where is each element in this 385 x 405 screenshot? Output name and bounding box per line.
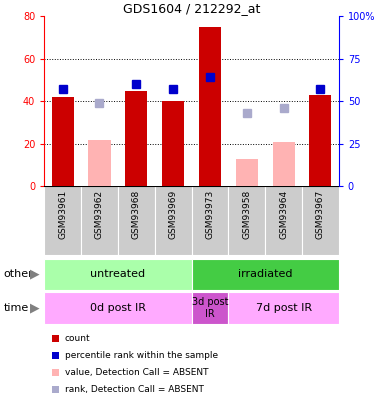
- Bar: [44, 292, 192, 324]
- Bar: [89, 139, 110, 186]
- Text: 0d post IR: 0d post IR: [90, 303, 146, 313]
- Bar: [44, 186, 81, 255]
- Text: ▶: ▶: [30, 301, 39, 314]
- Text: 3d post
IR: 3d post IR: [192, 297, 228, 319]
- Text: 7d post IR: 7d post IR: [256, 303, 311, 313]
- Title: GDS1604 / 212292_at: GDS1604 / 212292_at: [123, 2, 260, 15]
- Bar: [310, 95, 331, 186]
- Bar: [155, 186, 192, 255]
- Bar: [273, 142, 295, 186]
- Bar: [162, 101, 184, 186]
- Text: GSM93962: GSM93962: [95, 190, 104, 239]
- Bar: [118, 186, 155, 255]
- Bar: [192, 292, 228, 324]
- Text: value, Detection Call = ABSENT: value, Detection Call = ABSENT: [65, 368, 208, 377]
- Text: GSM93969: GSM93969: [169, 190, 177, 239]
- Text: GSM93964: GSM93964: [279, 190, 288, 239]
- Text: count: count: [65, 334, 90, 343]
- Text: percentile rank within the sample: percentile rank within the sample: [65, 351, 218, 360]
- Bar: [236, 159, 258, 186]
- Bar: [228, 186, 265, 255]
- Text: ▶: ▶: [30, 268, 39, 281]
- Bar: [302, 186, 339, 255]
- Text: GSM93967: GSM93967: [316, 190, 325, 239]
- Text: rank, Detection Call = ABSENT: rank, Detection Call = ABSENT: [65, 385, 204, 394]
- Text: GSM93958: GSM93958: [242, 190, 251, 239]
- Bar: [192, 259, 339, 290]
- Text: GSM93968: GSM93968: [132, 190, 141, 239]
- Text: GSM93973: GSM93973: [206, 190, 214, 239]
- Text: GSM93961: GSM93961: [58, 190, 67, 239]
- Bar: [52, 97, 74, 186]
- Bar: [44, 259, 192, 290]
- Bar: [228, 292, 339, 324]
- Bar: [81, 186, 118, 255]
- Text: other: other: [4, 269, 33, 279]
- Text: irradiated: irradiated: [238, 269, 293, 279]
- Bar: [125, 91, 147, 186]
- Bar: [199, 27, 221, 186]
- Text: time: time: [4, 303, 29, 313]
- Text: untreated: untreated: [90, 269, 146, 279]
- Bar: [192, 186, 228, 255]
- Bar: [265, 186, 302, 255]
